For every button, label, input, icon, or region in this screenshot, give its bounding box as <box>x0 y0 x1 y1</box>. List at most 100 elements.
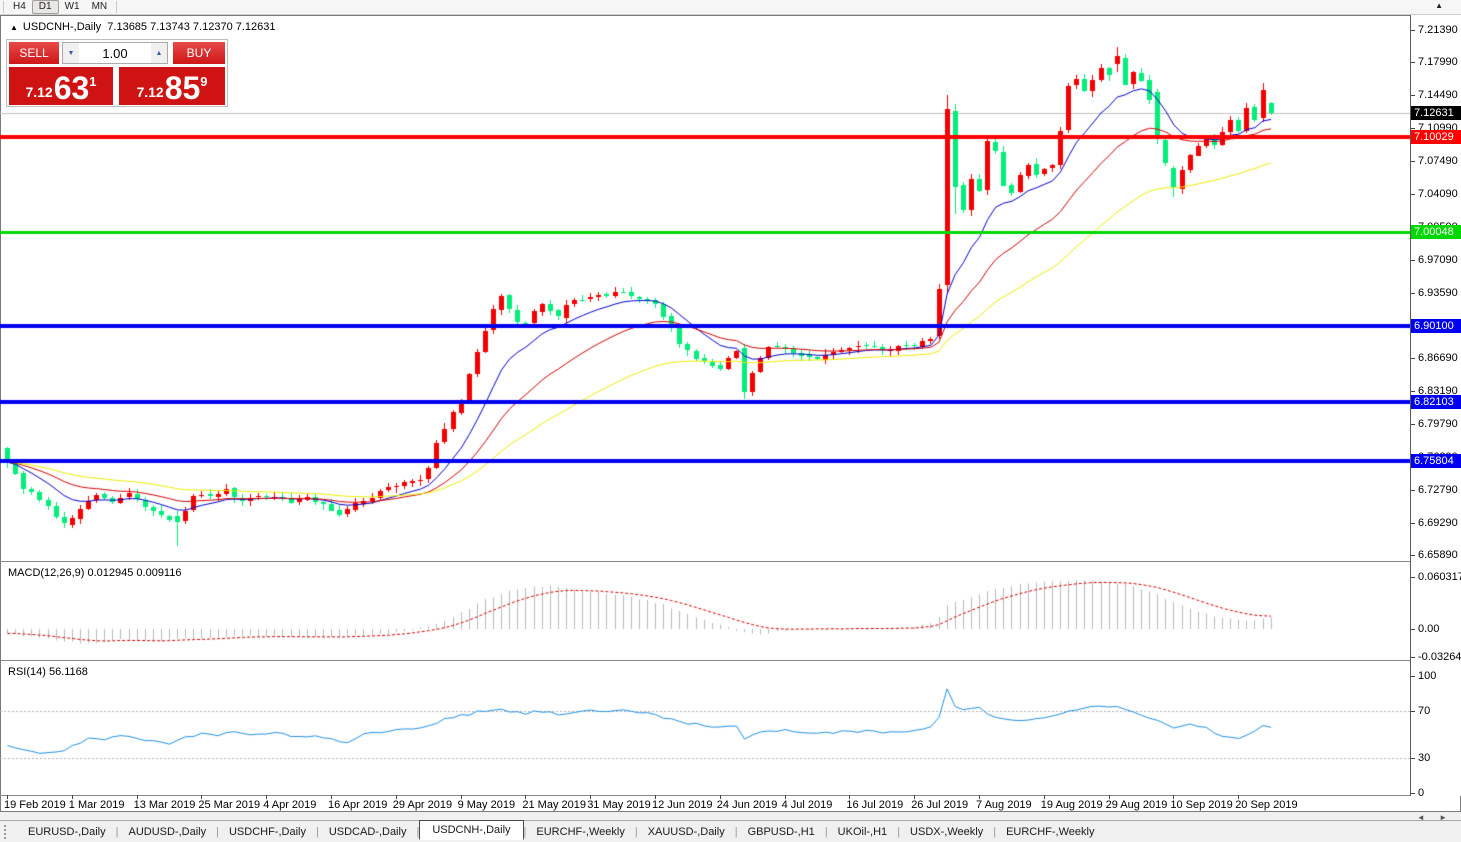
one-click-trading-widget: SELL ▼ ▲ BUY 7.12 63 1 7.12 85 9 <box>6 39 228 107</box>
time-axis-tick <box>460 795 462 799</box>
chart-title-ohlc: 7.13685 7.13743 7.12370 7.12631 <box>107 21 276 33</box>
time-axis-tick <box>719 795 721 799</box>
price-axis-label: 6.79790 <box>1418 417 1458 430</box>
scroll-right-icon[interactable]: ► <box>1439 813 1453 822</box>
time-axis-label: 1 Mar 2019 <box>68 799 125 811</box>
price-axis-tick <box>1411 128 1415 130</box>
hline-price-badge: 7.10029 <box>1411 130 1461 145</box>
buy-price-prefix: 7.12 <box>136 84 164 100</box>
time-axis-label: 10 Sep 2019 <box>1170 799 1233 811</box>
time-axis-tick <box>1173 795 1175 799</box>
rsi-label: RSI(14) 56.1168 <box>8 666 88 678</box>
price-axis-tick <box>1411 259 1415 261</box>
buy-button[interactable]: BUY <box>173 42 225 64</box>
tab-usdchf-daily[interactable]: USDCHF-,Daily <box>228 825 306 838</box>
tab-separator: | <box>634 825 638 838</box>
tab-eurchf-weekly[interactable]: EURCHF-,Weekly <box>536 825 625 838</box>
sell-button[interactable]: SELL <box>9 42 59 64</box>
tab-separator: | <box>115 825 119 838</box>
hline-price-badge: 6.75804 <box>1411 454 1461 469</box>
tab-usdx-weekly[interactable]: USDX-,Weekly <box>910 825 984 838</box>
sell-price-button[interactable]: 7.12 63 1 <box>9 67 113 105</box>
tab-gbpusd-h1[interactable]: GBPUSD-,H1 <box>747 825 815 838</box>
time-axis-label: 16 Jul 2019 <box>846 799 904 811</box>
volume-decrease-icon[interactable]: ▼ <box>63 43 79 63</box>
tab-usdcnh-daily[interactable]: USDCNH-,Daily <box>419 819 524 840</box>
tab-usdcad-daily[interactable]: USDCAD-,Daily <box>328 825 407 838</box>
price-axis-label: 7.07490 <box>1418 155 1458 168</box>
price-axis-tick <box>1411 292 1415 294</box>
tab-ukoil-h1[interactable]: UKOil-,H1 <box>837 825 888 838</box>
pane-divider[interactable] <box>0 660 1461 661</box>
price-axis-tick <box>1411 161 1415 163</box>
time-axis-tick <box>979 795 980 799</box>
price-axis-tick <box>1411 391 1415 393</box>
price-axis-label: 6.93590 <box>1418 286 1458 299</box>
price-axis-label: 6.86690 <box>1418 352 1458 365</box>
time-axis-tick <box>71 795 73 799</box>
tab-separator: | <box>993 825 997 838</box>
timeframe-d1[interactable]: D1 <box>31 0 59 14</box>
price-axis-label: 6.65890 <box>1418 549 1458 561</box>
buy-price-button[interactable]: 7.12 85 9 <box>119 67 225 105</box>
time-axis-tick <box>914 795 916 799</box>
current-price-badge: 7.12631 <box>1411 105 1461 120</box>
timeframe-w1[interactable]: W1 <box>64 1 80 12</box>
time-axis-label: 26 Jul 2019 <box>911 799 969 811</box>
time-axis-label: 4 Jul 2019 <box>781 799 833 811</box>
rsi-axis-tick <box>1411 676 1415 677</box>
tab-eurusd-daily[interactable]: EURUSD-,Daily <box>28 825 106 838</box>
sell-price-prefix: 7.12 <box>25 84 53 100</box>
volume-input[interactable] <box>79 43 151 63</box>
timeframe-mn[interactable]: MN <box>91 1 108 12</box>
tabbar-grip <box>4 824 10 839</box>
price-axis-tick <box>1411 193 1415 195</box>
macd-label: MACD(12,26,9) 0.012945 0.009116 <box>8 567 182 579</box>
macd-axis-label: -0.032648 <box>1418 651 1461 664</box>
time-axis-tick <box>331 795 332 799</box>
rsi-axis-label: 70 <box>1418 705 1431 718</box>
volume-increase-icon[interactable]: ▲ <box>151 43 167 63</box>
price-axis-tick <box>1411 489 1415 491</box>
tab-separator: | <box>315 825 319 838</box>
price-axis-label: 6.69290 <box>1418 516 1458 529</box>
tab-eurchf-weekly[interactable]: EURCHF-,Weekly <box>1006 825 1095 838</box>
time-axis-tick <box>266 795 268 799</box>
time-axis-tick <box>784 795 786 799</box>
tab-xauusd-daily[interactable]: XAUUSD-,Daily <box>647 825 725 838</box>
price-axis-label: 6.97090 <box>1418 253 1458 266</box>
timeframe-h4[interactable]: H4 <box>13 1 26 12</box>
time-axis-label: 12 Jun 2019 <box>652 799 713 811</box>
chart-title-symbol: USDCNH-,Daily <box>22 21 102 33</box>
time-axis-tick <box>1238 795 1240 799</box>
time-axis-label: 31 May 2019 <box>587 799 651 811</box>
time-axis-label: 19 Aug 2019 <box>1040 799 1103 811</box>
pane-divider[interactable] <box>0 561 1461 562</box>
price-axis-tick <box>1411 62 1415 64</box>
rsi-axis-label: 100 <box>1418 670 1437 682</box>
tab-audusd-daily[interactable]: AUDUSD-,Daily <box>128 825 207 838</box>
time-axis-label: 13 Mar 2019 <box>133 799 196 811</box>
time-axis-tick <box>1108 795 1110 799</box>
price-axis-border <box>1410 15 1411 796</box>
price-axis-tick <box>1411 555 1415 556</box>
pane-divider <box>0 795 1461 796</box>
macd-axis-tick <box>1411 577 1415 578</box>
chart-shift-icon[interactable]: ▲ <box>1435 1 1443 10</box>
time-axis-label: 25 Mar 2019 <box>198 799 261 811</box>
tab-separator: | <box>416 825 420 838</box>
sell-price-sup: 1 <box>89 74 97 89</box>
timeframe-toolbar: H4 D1 W1 MN ▲ <box>0 0 1461 15</box>
time-axis-label: 21 May 2019 <box>522 799 586 811</box>
price-chart-canvas[interactable] <box>0 17 1410 560</box>
rsi-pane-canvas[interactable] <box>0 662 1410 795</box>
collapse-arrow-icon[interactable]: ▲ <box>10 23 18 32</box>
time-axis-tick <box>655 795 656 799</box>
rsi-axis-tick <box>1411 793 1415 794</box>
toolbar-separator <box>3 1 4 13</box>
scroll-left-icon[interactable]: ◄ <box>1416 813 1431 822</box>
chart-title: ▲ USDCNH-,Daily 7.13685 7.13743 7.12370 7… <box>10 21 276 33</box>
price-axis-tick <box>1411 522 1415 524</box>
price-axis: 7.21390 7.17990 7.14490 7.10990 7.07490 7.040… <box>1411 15 1461 799</box>
macd-pane-canvas[interactable] <box>0 563 1410 660</box>
